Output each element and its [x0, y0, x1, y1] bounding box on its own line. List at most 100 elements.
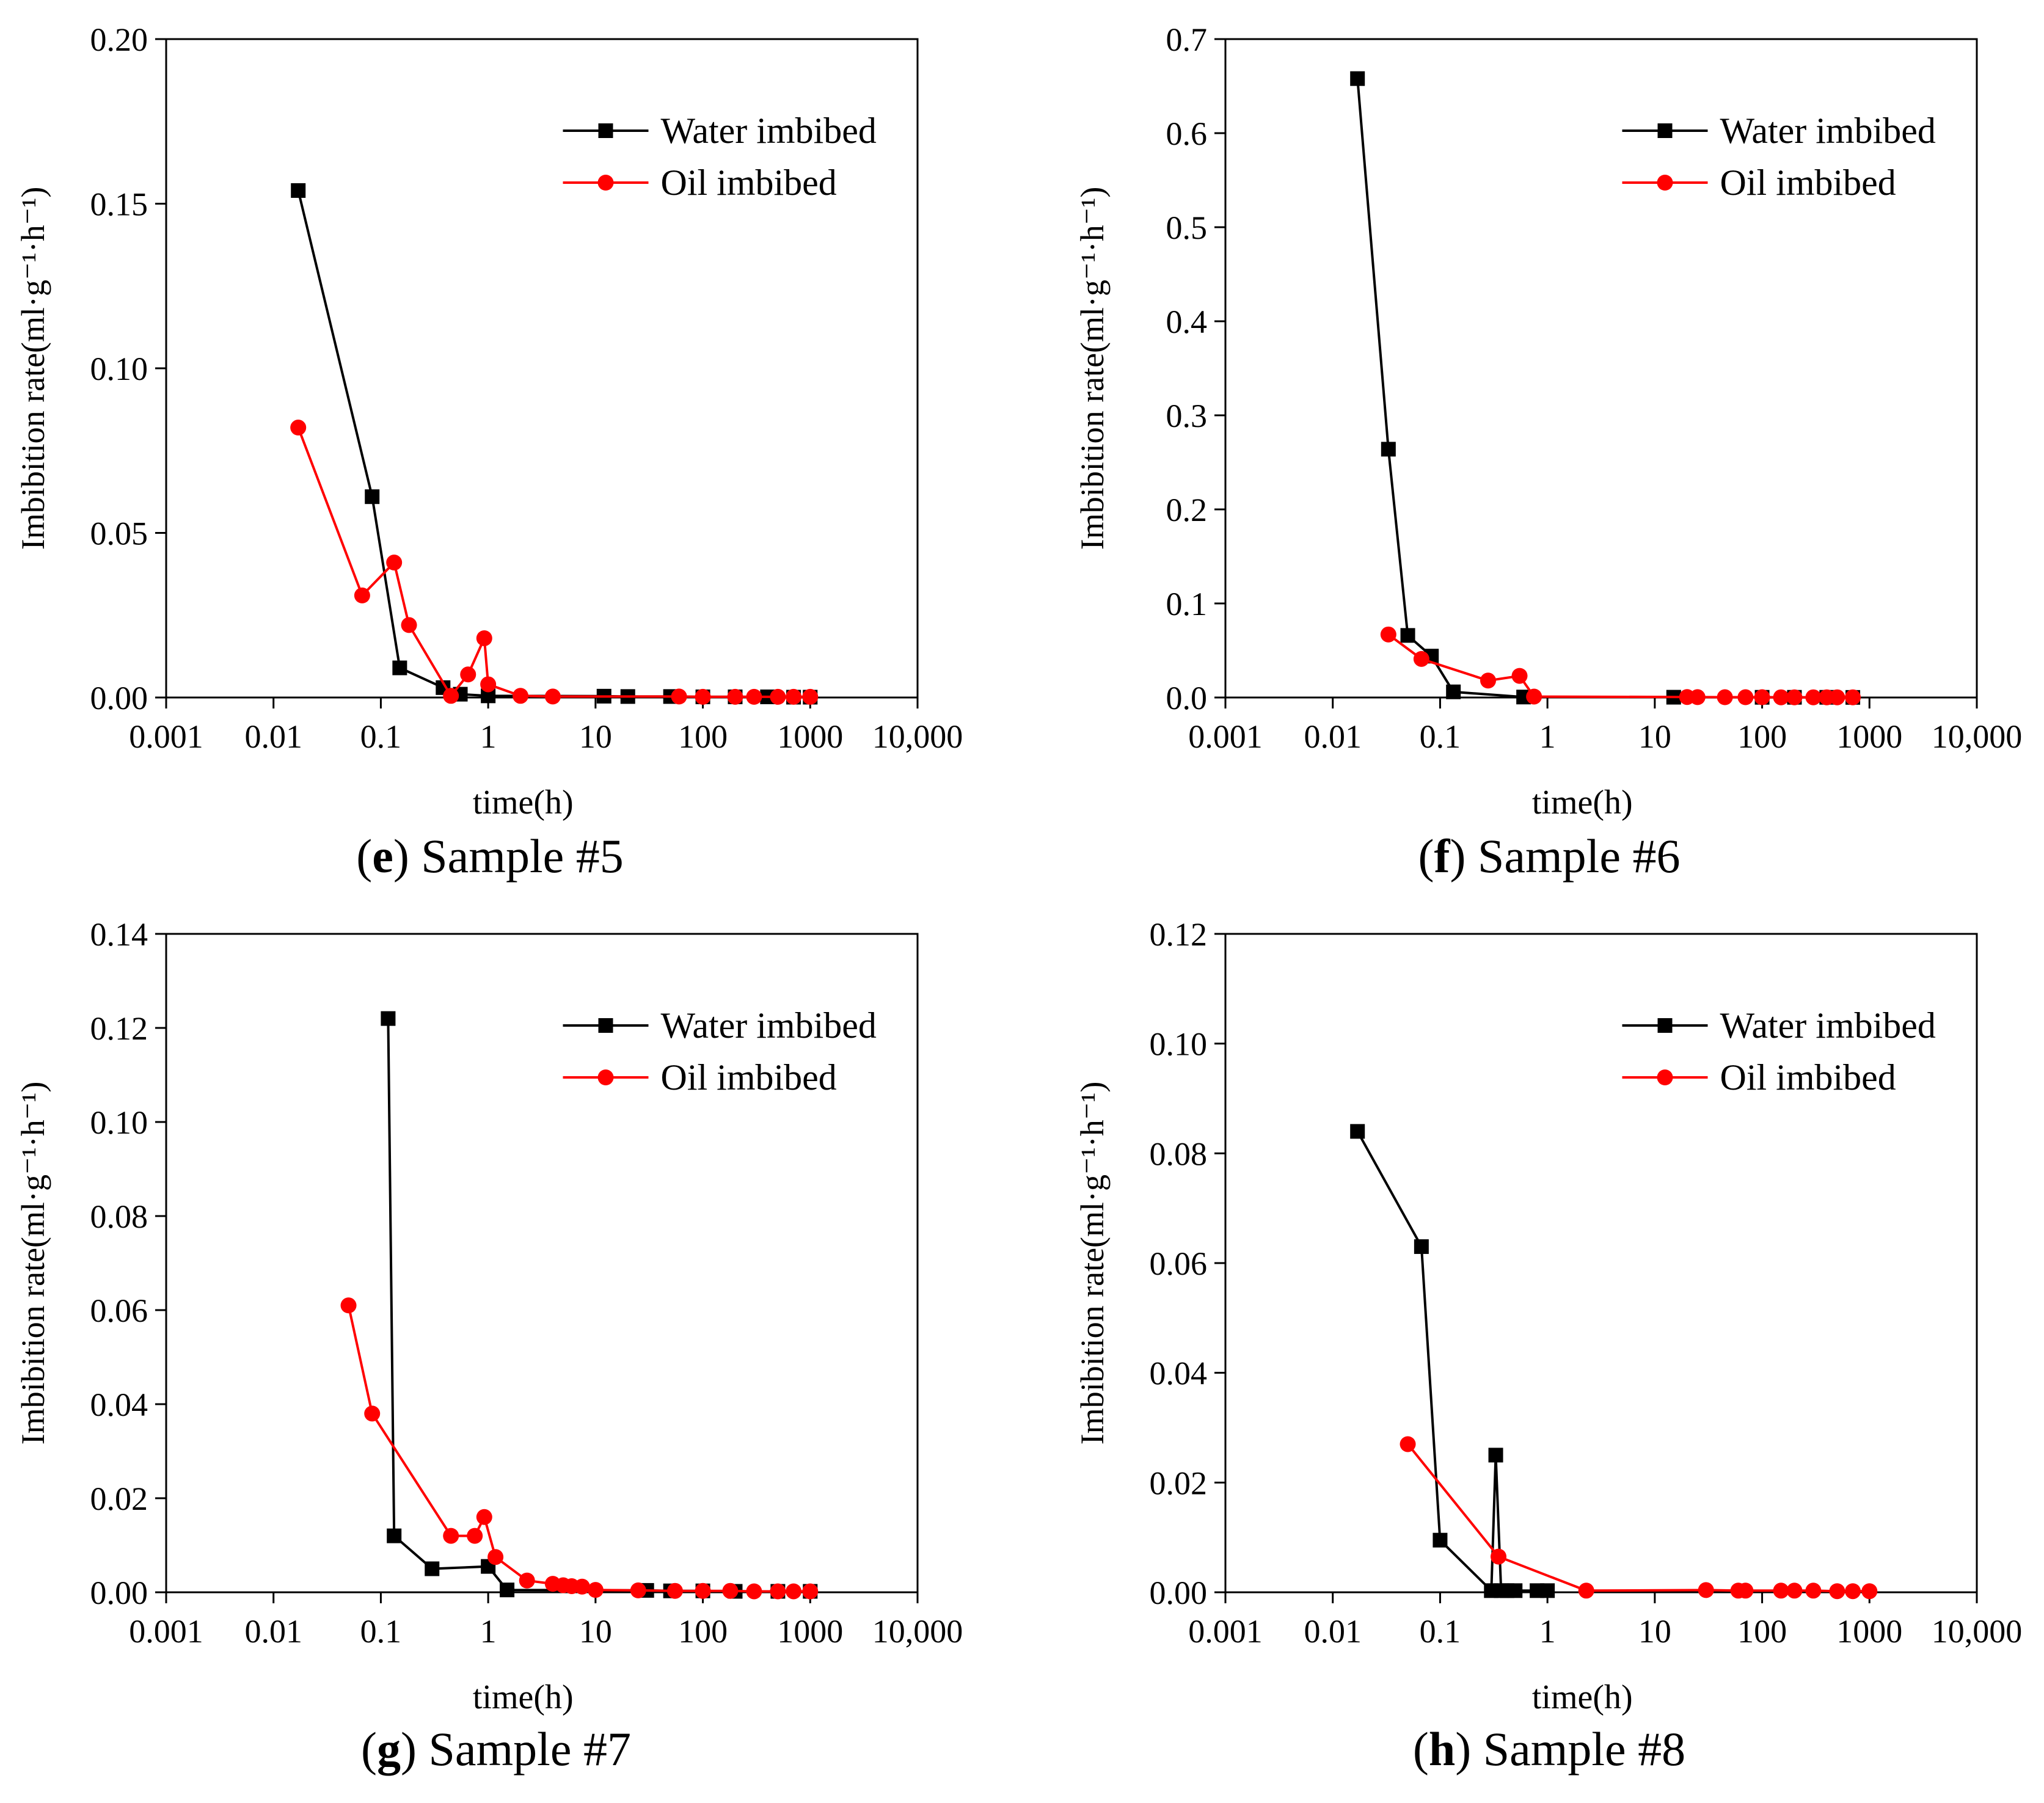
x-tick-label: 10: [579, 718, 612, 755]
data-point: [1480, 672, 1497, 689]
caption-letter: e: [372, 829, 393, 883]
x-tick-label: 100: [1737, 1613, 1787, 1650]
x-tick-label: 0.1: [1420, 718, 1461, 755]
data-point: [1350, 71, 1365, 86]
data-point: [671, 688, 687, 705]
legend-entry: Oil imbibed: [1622, 1057, 1896, 1098]
x-tick-label: 100: [678, 1613, 728, 1650]
data-point: [387, 1528, 402, 1543]
data-point: [1829, 1583, 1845, 1600]
y-tick-label: 0.4: [1166, 304, 1208, 340]
x-tick-label: 0.001: [129, 718, 203, 755]
x-tick-label: 10,000: [1932, 718, 2023, 755]
x-tick-label: 10,000: [872, 1613, 963, 1650]
caption-paren-open: (: [1413, 1722, 1429, 1776]
data-point: [1861, 1583, 1878, 1600]
data-point: [467, 1528, 483, 1544]
legend-label: Water imbibed: [661, 1005, 877, 1046]
y-tick-label: 0.10: [1150, 1026, 1208, 1063]
series-water: [381, 1011, 818, 1599]
x-axis-title: time(h): [473, 1678, 574, 1716]
legend-marker: [598, 1018, 613, 1033]
x-tick-label: 0.01: [1304, 1613, 1362, 1650]
caption-letter: f: [1434, 829, 1451, 883]
legend-label: Water imbibed: [1720, 1005, 1936, 1046]
x-tick-label: 1000: [777, 1613, 843, 1650]
y-axis-title: Imbibition rate(ml·g⁻¹·h⁻¹): [15, 187, 51, 550]
data-point: [1400, 1436, 1416, 1452]
x-tick-label: 1000: [1836, 1613, 1902, 1650]
series-line: [1356, 1131, 1548, 1594]
data-point: [802, 1583, 819, 1600]
data-point: [1786, 1583, 1803, 1599]
data-point: [746, 1583, 762, 1600]
data-point: [1414, 1239, 1429, 1255]
y-tick-label: 0.20: [90, 21, 148, 58]
y-tick-label: 0.00: [1150, 1575, 1208, 1611]
data-point: [1786, 689, 1803, 705]
y-tick-label: 0.12: [1150, 916, 1208, 953]
y-tick-label: 0.02: [1150, 1465, 1208, 1501]
x-tick-label: 0.1: [360, 718, 402, 755]
data-point: [290, 420, 307, 436]
data-point: [476, 630, 492, 646]
data-point: [519, 1572, 535, 1589]
x-tick-label: 1: [1539, 1613, 1556, 1650]
series-oil: [1380, 626, 1861, 705]
x-tick-label: 1000: [1836, 718, 1902, 755]
x-tick-label: 100: [678, 718, 728, 755]
data-point: [786, 688, 802, 705]
series-line: [297, 190, 811, 699]
panel-caption: (e) Sample #5: [356, 829, 624, 883]
legend-entry: Oil imbibed: [1622, 162, 1896, 203]
x-tick-label: 0.01: [1304, 718, 1362, 755]
caption-letter: h: [1429, 1722, 1455, 1776]
x-tick-label: 10,000: [1932, 1613, 2023, 1650]
y-tick-label: 0.06: [90, 1292, 148, 1329]
y-tick-label: 0.10: [90, 1104, 148, 1141]
chart-panel-e: 0.001 0.01 0.1 1 10 100 1000 10,000 0.00 0.05 0.10…: [15, 21, 963, 883]
legend-entry: Water imbibed: [1622, 1005, 1936, 1046]
legend-entry: Oil imbibed: [563, 1057, 837, 1098]
x-tick-label: 0.1: [1420, 1613, 1461, 1650]
data-point: [460, 666, 476, 683]
data-point: [1380, 626, 1396, 643]
data-point: [630, 1582, 646, 1598]
legend-label: Oil imbibed: [661, 1057, 837, 1098]
data-point: [1773, 689, 1789, 705]
legend-marker: [1657, 1018, 1673, 1033]
series-water: [1350, 1124, 1555, 1598]
data-point: [500, 1583, 515, 1598]
data-point: [425, 1561, 440, 1576]
legend-label: Water imbibed: [1720, 111, 1936, 151]
data-point: [1491, 1548, 1507, 1565]
series-oil: [340, 1297, 819, 1600]
data-point: [1413, 650, 1429, 667]
data-point: [1433, 1532, 1448, 1548]
data-point: [770, 1583, 786, 1600]
legend-label: Oil imbibed: [1720, 162, 1896, 203]
y-tick-label: 0.04: [1150, 1355, 1208, 1392]
series-water: [291, 183, 818, 705]
y-tick-label: 0.7: [1166, 21, 1208, 58]
chart-panel-g: 0.001 0.01 0.1 1 10 100 1000 10,000 0.00 0.02 0.04…: [15, 916, 963, 1776]
x-tick-label: 1: [480, 1613, 497, 1650]
data-point: [1446, 684, 1461, 699]
data-point: [1508, 1583, 1523, 1598]
legend-entry: Water imbibed: [563, 1005, 877, 1046]
legend-marker: [597, 1069, 614, 1085]
data-point: [513, 688, 529, 704]
y-tick-label: 0.6: [1166, 115, 1208, 152]
x-tick-label: 1: [480, 718, 497, 755]
panel-caption: (h) Sample #8: [1413, 1722, 1685, 1776]
legend-label: Oil imbibed: [1720, 1057, 1896, 1098]
x-tick-label: 0.001: [1188, 1613, 1263, 1650]
data-point: [1829, 689, 1845, 705]
data-point: [1773, 1583, 1789, 1599]
panel-caption: (f) Sample #6: [1418, 829, 1681, 883]
x-tick-label: 10,000: [872, 718, 963, 755]
caption-text: ) Sample #8: [1455, 1722, 1685, 1776]
y-axis-title: Imbibition rate(ml·g⁻¹·h⁻¹): [1074, 187, 1111, 550]
series-line: [347, 1305, 811, 1593]
